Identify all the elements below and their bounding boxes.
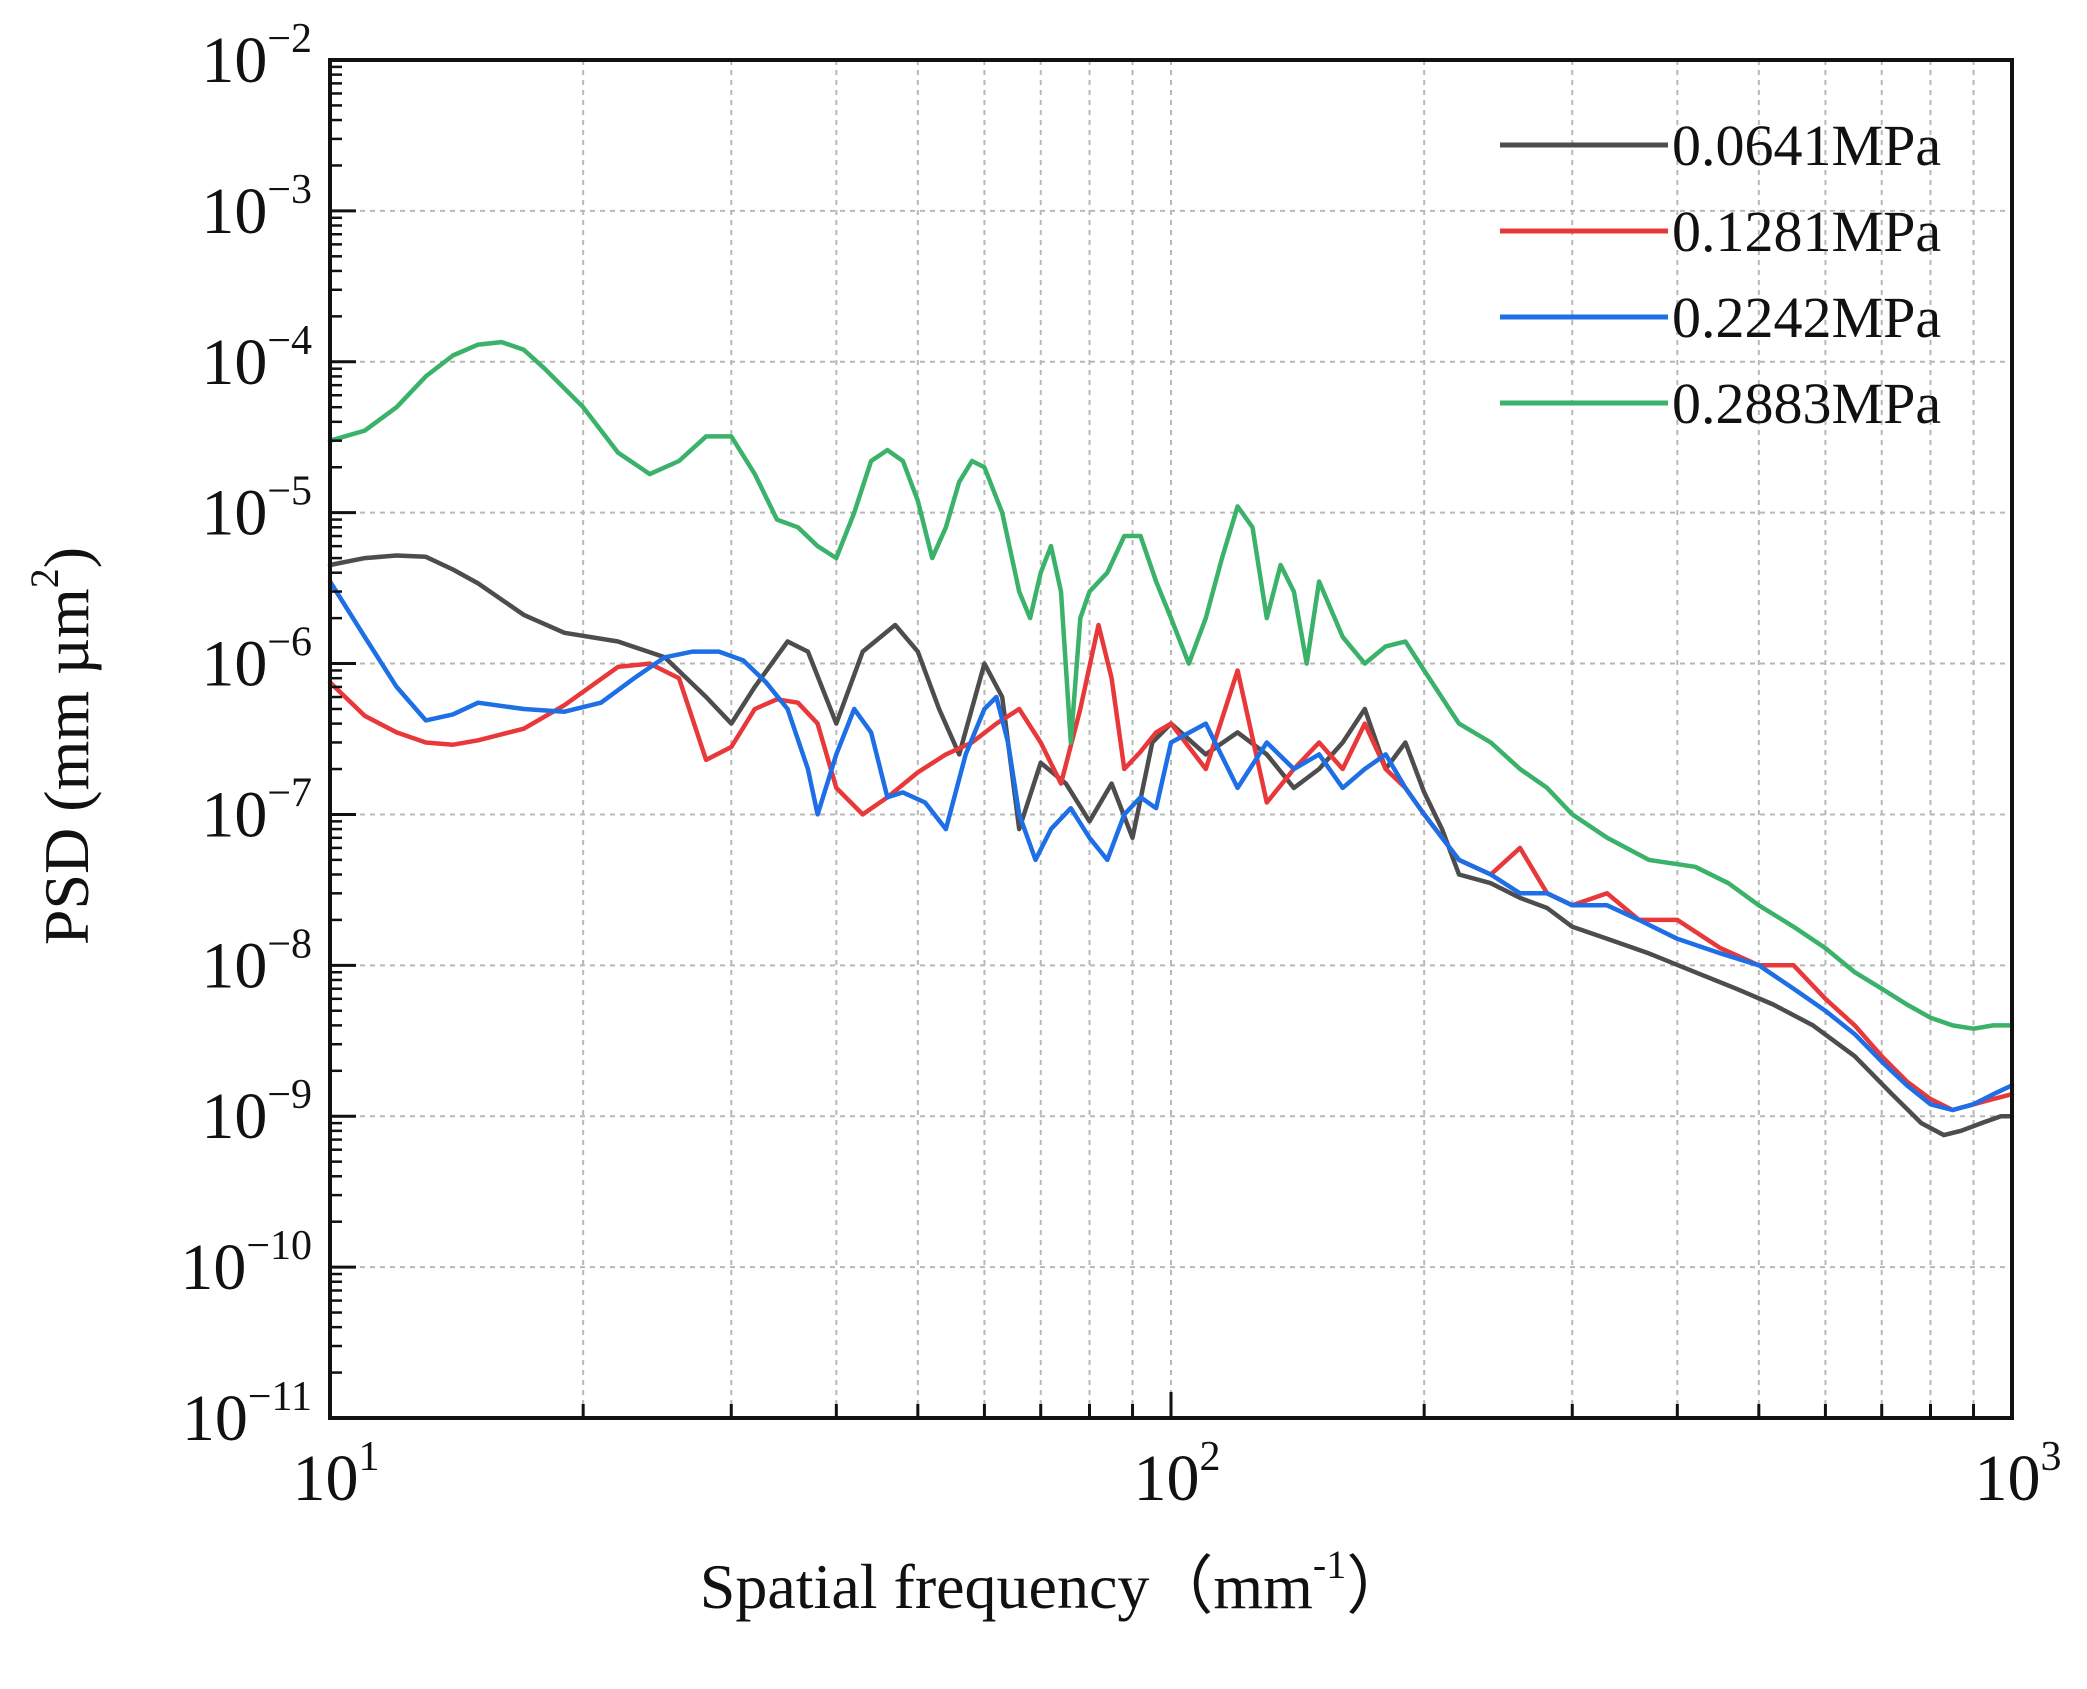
x-tick-labels: 101 102 103: [293, 1434, 2062, 1515]
x-tick-label: 101: [293, 1434, 380, 1515]
x-axis-title: Spatial frequency（mm-1）: [700, 1542, 1410, 1622]
x-tick-base: 10: [293, 1442, 359, 1515]
x-axis-title-close: ）: [1346, 1551, 1410, 1622]
series-line-2: [327, 622, 2015, 1113]
x-tick-base: 10: [1975, 1442, 2041, 1515]
y-tick-exp: −7: [267, 770, 312, 816]
y-tick-label: 10−8: [201, 921, 312, 1002]
y-tick-base: 10: [180, 1231, 246, 1304]
legend-label-1: 0.0641MPa: [1672, 113, 1941, 178]
y-tick-exp: −6: [267, 620, 312, 666]
legend-label-3: 0.2242MPa: [1672, 285, 1941, 350]
x-tick-exp: 3: [2041, 1434, 2062, 1480]
y-tick-exp: −2: [267, 16, 312, 62]
y-tick-base: 10: [201, 778, 267, 851]
y-tick-base: 10: [201, 326, 267, 399]
y-tick-base: 10: [201, 628, 267, 701]
y-tick-label: 10−6: [201, 620, 312, 701]
y-tick-base: 10: [201, 175, 267, 248]
y-tick-base: 10: [201, 1080, 267, 1153]
y-tick-exp: −3: [267, 167, 312, 213]
y-tick-base: 10: [201, 24, 267, 97]
x-tick-exp: 2: [1200, 1434, 1221, 1480]
y-tick-exp: −9: [267, 1072, 312, 1118]
y-tick-exp: −11: [248, 1374, 312, 1420]
legend-label-4: 0.2883MPa: [1672, 371, 1941, 436]
x-axis-title-text: Spatial frequency（mm: [700, 1551, 1313, 1622]
y-tick-labels: 10−210−310−410−510−610−710−810−910−1010−…: [180, 16, 312, 1455]
x-tick-exp: 1: [359, 1434, 380, 1480]
y-tick-base: 10: [201, 929, 267, 1002]
y-tick-label: 10−5: [201, 469, 312, 550]
y-tick-exp: −5: [267, 469, 312, 515]
y-tick-label: 10−10: [180, 1223, 312, 1304]
y-axis-title-text: PSD (mm µm: [31, 588, 102, 945]
x-tick-label: 103: [1975, 1434, 2062, 1515]
y-tick-exp: −8: [267, 921, 312, 967]
y-tick-label: 10−3: [201, 167, 312, 248]
grid: [330, 60, 2012, 1418]
x-axis-title-exp: -1: [1313, 1542, 1346, 1587]
y-tick-label: 10−9: [201, 1072, 312, 1153]
x-tick-label: 102: [1134, 1434, 1221, 1515]
series-line-4: [327, 339, 2015, 1031]
series-line-3: [327, 579, 2015, 1113]
y-axis-title: PSD (mm µm2): [22, 547, 102, 945]
y-tick-label: 10−7: [201, 770, 312, 851]
y-axis-title-exp: 2: [22, 568, 67, 588]
legend-label-2: 0.1281MPa: [1672, 199, 1941, 264]
y-tick-base: 10: [201, 477, 267, 550]
y-tick-exp: −4: [267, 318, 312, 364]
axis-ticks: [328, 58, 1976, 1420]
y-tick-label: 10−4: [201, 318, 312, 399]
y-tick-exp: −10: [246, 1223, 312, 1269]
series-lines: [327, 339, 2015, 1138]
y-axis-title-close: ): [31, 547, 102, 568]
x-tick-base: 10: [1134, 1442, 1200, 1515]
y-tick-base: 10: [182, 1382, 248, 1455]
y-tick-label: 10−11: [182, 1374, 312, 1455]
legend: 0.0641MPa 0.1281MPa 0.2242MPa 0.2883MPa: [1500, 113, 1941, 436]
y-tick-label: 10−2: [201, 16, 312, 97]
